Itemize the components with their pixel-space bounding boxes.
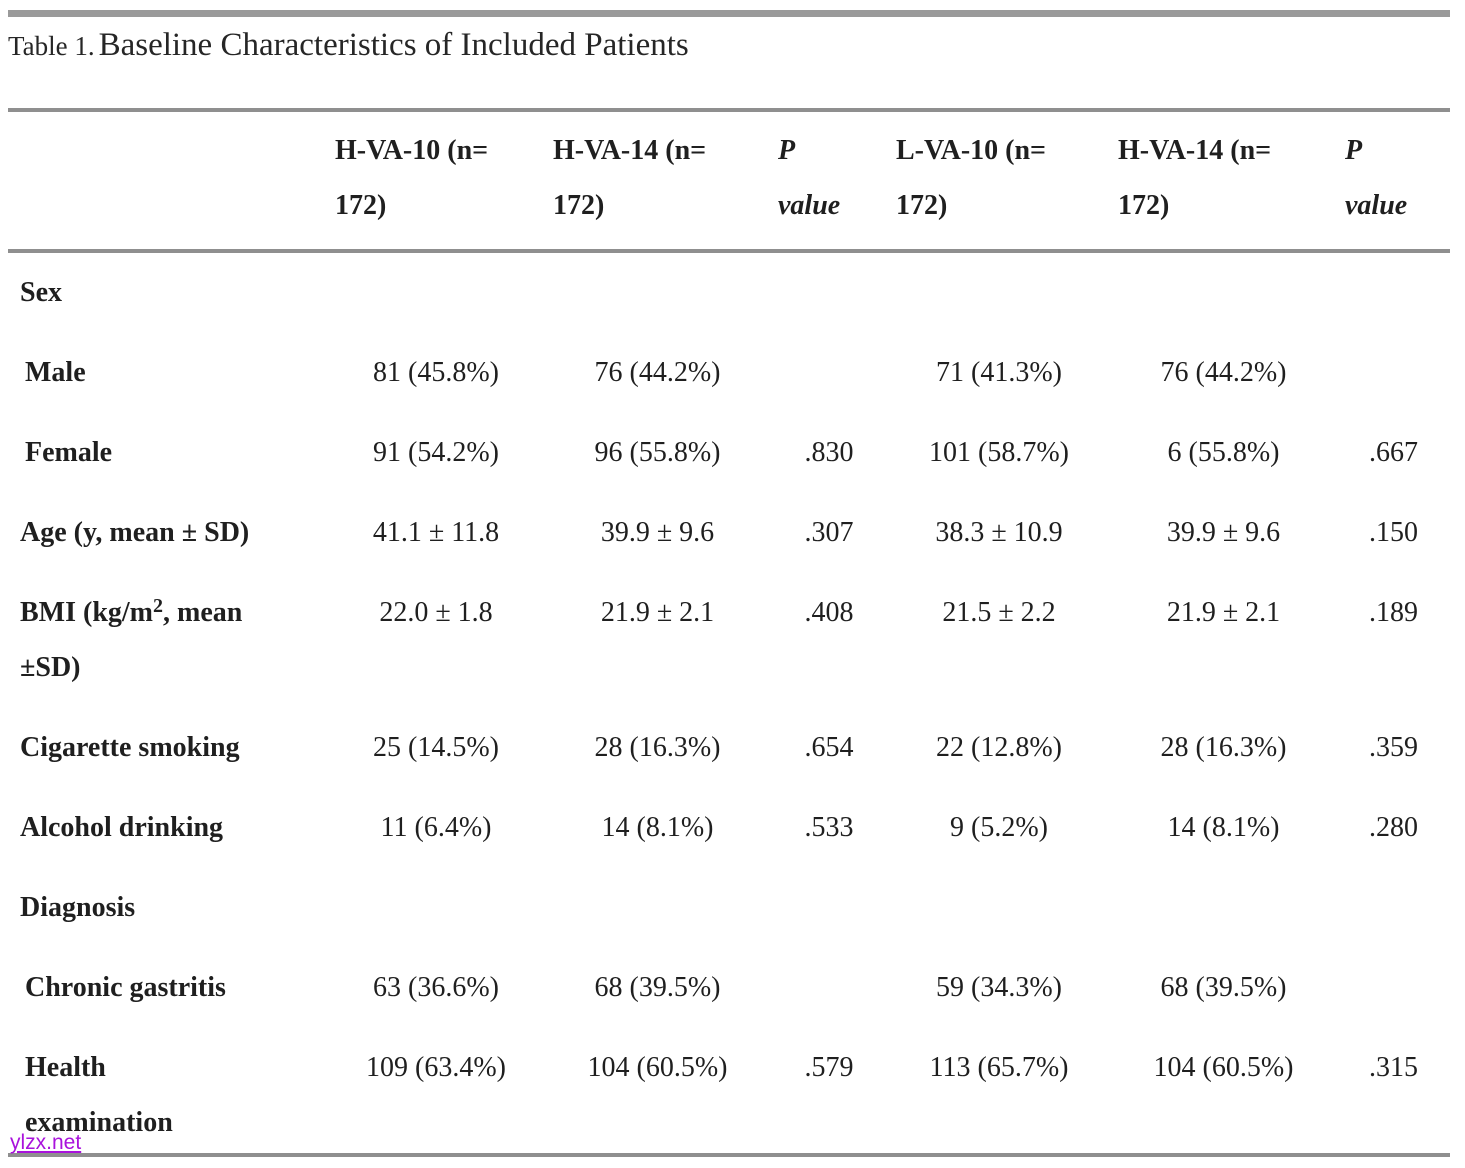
table-title: Table 1. Baseline Characteristics of Inc… <box>8 24 689 72</box>
table-row-bmi: BMI (kg/m2, mean ±SD) 22.0 ± 1.8 21.9 ± … <box>8 573 1450 708</box>
data-cell <box>1337 868 1450 948</box>
data-cell: 81 (45.8%) <box>373 357 499 388</box>
watermark-link[interactable]: ylzx.net <box>10 1131 82 1154</box>
data-cell: .533 <box>804 812 854 843</box>
data-cell <box>1337 333 1450 413</box>
data-cell: 59 (34.3%) <box>936 972 1062 1003</box>
data-cell <box>770 251 888 333</box>
data-cell: .307 <box>804 517 854 548</box>
data-cell: 21.9 ± 2.1 <box>600 597 715 628</box>
table-row-diagnosis: Diagnosis <box>8 868 1450 948</box>
column-header-h-va-10: H-VA-10 (n= 172) <box>327 112 545 253</box>
data-cell <box>888 251 1110 333</box>
row-label: Alcohol drinking <box>20 812 224 843</box>
table-number: Table 1. <box>8 31 95 61</box>
data-cell <box>1337 948 1450 1028</box>
data-cell: 39.9 ± 9.6 <box>1166 517 1281 548</box>
row-label: Cigarette smoking <box>20 732 240 763</box>
data-cell <box>770 948 888 1028</box>
header-empty-cell <box>8 112 327 253</box>
top-divider <box>8 10 1450 17</box>
data-cell <box>545 868 770 948</box>
data-cell: .189 <box>1369 597 1418 628</box>
table-row-age: Age (y, mean ± SD) 41.1 ± 11.8 39.9 ± 9.… <box>8 493 1450 573</box>
data-cell: 11 (6.4%) <box>380 812 492 843</box>
row-label: Sex <box>20 277 62 308</box>
column-header-l-va-10: L-VA-10 (n= 172) <box>888 112 1110 253</box>
data-cell: 113 (65.7%) <box>929 1052 1069 1083</box>
data-cell: .408 <box>804 597 854 628</box>
table-row-cigarette-smoking: Cigarette smoking 25 (14.5%) 28 (16.3%) … <box>8 708 1450 788</box>
table-row-health-examination: Health examination 109 (63.4%) 104 (60.5… <box>8 1028 1450 1163</box>
baseline-characteristics-table: H-VA-10 (n= 172) H-VA-14 (n= 172) P valu… <box>8 112 1450 1163</box>
column-header-h-va-14: H-VA-14 (n= 172) <box>545 112 770 253</box>
data-cell: 63 (36.6%) <box>373 972 499 1003</box>
data-cell: 28 (16.3%) <box>1160 732 1287 763</box>
data-cell: 21.5 ± 2.2 <box>942 597 1056 628</box>
bottom-divider <box>8 1153 1450 1157</box>
data-cell <box>770 868 888 948</box>
data-cell: .280 <box>1369 812 1418 843</box>
column-header-h-va-14-2: H-VA-14 (n= 172) <box>1110 112 1337 253</box>
data-cell: 96 (55.8%) <box>594 437 721 468</box>
data-cell <box>327 868 545 948</box>
data-cell: 91 (54.2%) <box>373 437 499 468</box>
data-cell: 104 (60.5%) <box>1153 1052 1294 1083</box>
row-label: Diagnosis <box>20 892 136 923</box>
table-title-text: Baseline Characteristics of Included Pat… <box>98 27 689 63</box>
table-row-chronic-gastritis: Chronic gastritis 63 (36.6%) 68 (39.5%) … <box>8 948 1450 1028</box>
data-cell: .359 <box>1369 732 1418 763</box>
data-cell: 14 (8.1%) <box>601 812 714 843</box>
row-label: Age (y, mean ± SD) <box>20 517 250 548</box>
data-cell <box>1337 251 1450 333</box>
data-cell: 38.3 ± 10.9 <box>935 517 1063 548</box>
row-label: Male <box>25 357 86 388</box>
row-label: BMI (kg/m2, mean ±SD) <box>20 595 243 683</box>
table-row-alcohol-drinking: Alcohol drinking 11 (6.4%) 14 (8.1%) .53… <box>8 788 1450 868</box>
data-cell: .667 <box>1369 437 1418 468</box>
data-cell: 28 (16.3%) <box>594 732 721 763</box>
row-label: Female <box>25 437 113 468</box>
data-cell: 76 (44.2%) <box>1160 357 1287 388</box>
data-cell: 41.1 ± 11.8 <box>372 517 500 548</box>
table-row-female: Female 91 (54.2%) 96 (55.8%) .830 101 (5… <box>8 413 1450 493</box>
data-cell: .150 <box>1369 517 1418 548</box>
data-cell: 22 (12.8%) <box>936 732 1062 763</box>
data-cell: .830 <box>804 437 854 468</box>
row-label: Health examination <box>25 1052 173 1138</box>
data-cell: 25 (14.5%) <box>373 732 499 763</box>
data-cell: .654 <box>804 732 854 763</box>
column-header-p-value-2: P value <box>1337 112 1450 253</box>
data-cell: 71 (41.3%) <box>936 357 1062 388</box>
data-cell <box>327 251 545 333</box>
table-row-male: Male 81 (45.8%) 76 (44.2%) 71 (41.3%) 76… <box>8 333 1450 413</box>
data-cell: 22.0 ± 1.8 <box>379 597 493 628</box>
data-cell <box>770 333 888 413</box>
header-row: H-VA-10 (n= 172) H-VA-14 (n= 172) P valu… <box>8 112 1450 253</box>
data-cell: .579 <box>804 1052 854 1083</box>
data-cell: 14 (8.1%) <box>1167 812 1280 843</box>
data-cell: 68 (39.5%) <box>1160 972 1287 1003</box>
data-cell: .315 <box>1369 1052 1418 1083</box>
data-cell: 21.9 ± 2.1 <box>1166 597 1281 628</box>
title-divider <box>8 108 1450 112</box>
data-cell <box>888 868 1110 948</box>
data-cell <box>545 251 770 333</box>
data-cell: 109 (63.4%) <box>366 1052 506 1083</box>
data-cell: 68 (39.5%) <box>594 972 721 1003</box>
column-header-p-value-1: P value <box>770 112 888 253</box>
data-cell: 39.9 ± 9.6 <box>600 517 715 548</box>
table-row-sex: Sex <box>8 251 1450 333</box>
data-cell: 6 (55.8%) <box>1167 437 1280 468</box>
superscript-2: 2 <box>153 595 163 617</box>
data-cell: 101 (58.7%) <box>929 437 1069 468</box>
data-cell: 9 (5.2%) <box>950 812 1048 843</box>
data-cell: 104 (60.5%) <box>587 1052 728 1083</box>
data-cell <box>1110 251 1337 333</box>
data-cell <box>1110 868 1337 948</box>
data-cell: 76 (44.2%) <box>594 357 721 388</box>
row-label: Chronic gastritis <box>25 972 226 1003</box>
